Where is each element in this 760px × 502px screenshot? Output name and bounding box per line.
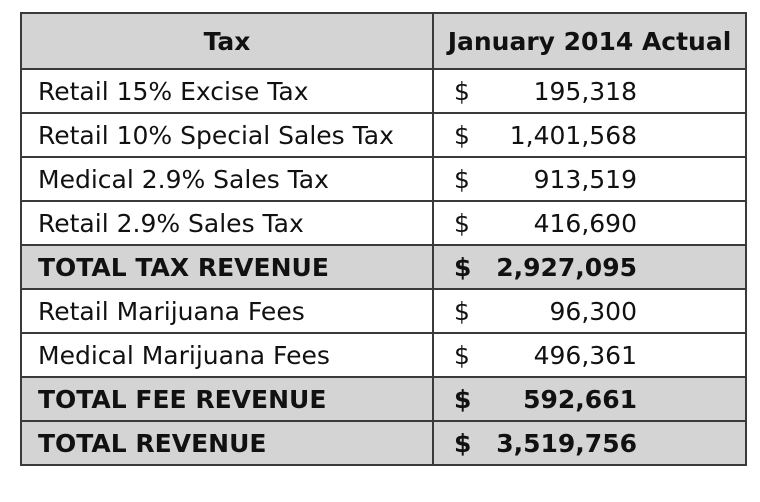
row-amount: $2,927,095 [432,244,747,290]
currency-symbol: $ [454,252,472,282]
total-revenue-row: TOTAL REVENUE $3,519,756 [20,420,747,466]
table-row: Medical 2.9% Sales Tax $913,519 [20,156,747,202]
table-row: Retail Marijuana Fees $96,300 [20,288,747,334]
row-label: TOTAL FEE REVENUE [20,376,434,422]
row-label: Retail 15% Excise Tax [20,68,434,114]
amount-value: 2,927,095 [496,252,637,282]
total-tax-row: TOTAL TAX REVENUE $2,927,095 [20,244,747,290]
currency-symbol: $ [454,340,470,370]
table-row: Retail 10% Special Sales Tax $1,401,568 [20,112,747,158]
row-amount: $1,401,568 [432,112,747,158]
total-fee-row: TOTAL FEE REVENUE $592,661 [20,376,747,422]
table-row: Retail 2.9% Sales Tax $416,690 [20,200,747,246]
currency-symbol: $ [454,164,470,194]
currency-symbol: $ [454,296,470,326]
currency-symbol: $ [454,208,470,238]
header-tax: Tax [20,12,434,70]
amount-value: 195,318 [533,76,637,106]
currency-symbol: $ [454,428,472,458]
row-amount: $3,519,756 [432,420,747,466]
header-period: January 2014 Actual [432,12,747,70]
amount-value: 913,519 [533,164,637,194]
row-label: Medical 2.9% Sales Tax [20,156,434,202]
row-amount: $496,361 [432,332,747,378]
amount-value: 416,690 [533,208,637,238]
row-label: Retail 10% Special Sales Tax [20,112,434,158]
row-label: Retail 2.9% Sales Tax [20,200,434,246]
amount-value: 496,361 [533,340,637,370]
row-label: Retail Marijuana Fees [20,288,434,334]
row-label: TOTAL REVENUE [20,420,434,466]
header-row: Tax January 2014 Actual [20,12,747,70]
row-label: Medical Marijuana Fees [20,332,434,378]
currency-symbol: $ [454,384,472,414]
currency-symbol: $ [454,120,470,150]
amount-value: 1,401,568 [509,120,637,150]
table-row: Retail 15% Excise Tax $195,318 [20,68,747,114]
row-label: TOTAL TAX REVENUE [20,244,434,290]
row-amount: $592,661 [432,376,747,422]
table-row: Medical Marijuana Fees $496,361 [20,332,747,378]
revenue-table: Tax January 2014 Actual Retail 15% Excis… [20,12,747,466]
currency-symbol: $ [454,76,470,106]
amount-value: 3,519,756 [496,428,637,458]
row-amount: $195,318 [432,68,747,114]
amount-value: 592,661 [523,384,637,414]
row-amount: $913,519 [432,156,747,202]
row-amount: $416,690 [432,200,747,246]
amount-value: 96,300 [549,296,637,326]
row-amount: $96,300 [432,288,747,334]
